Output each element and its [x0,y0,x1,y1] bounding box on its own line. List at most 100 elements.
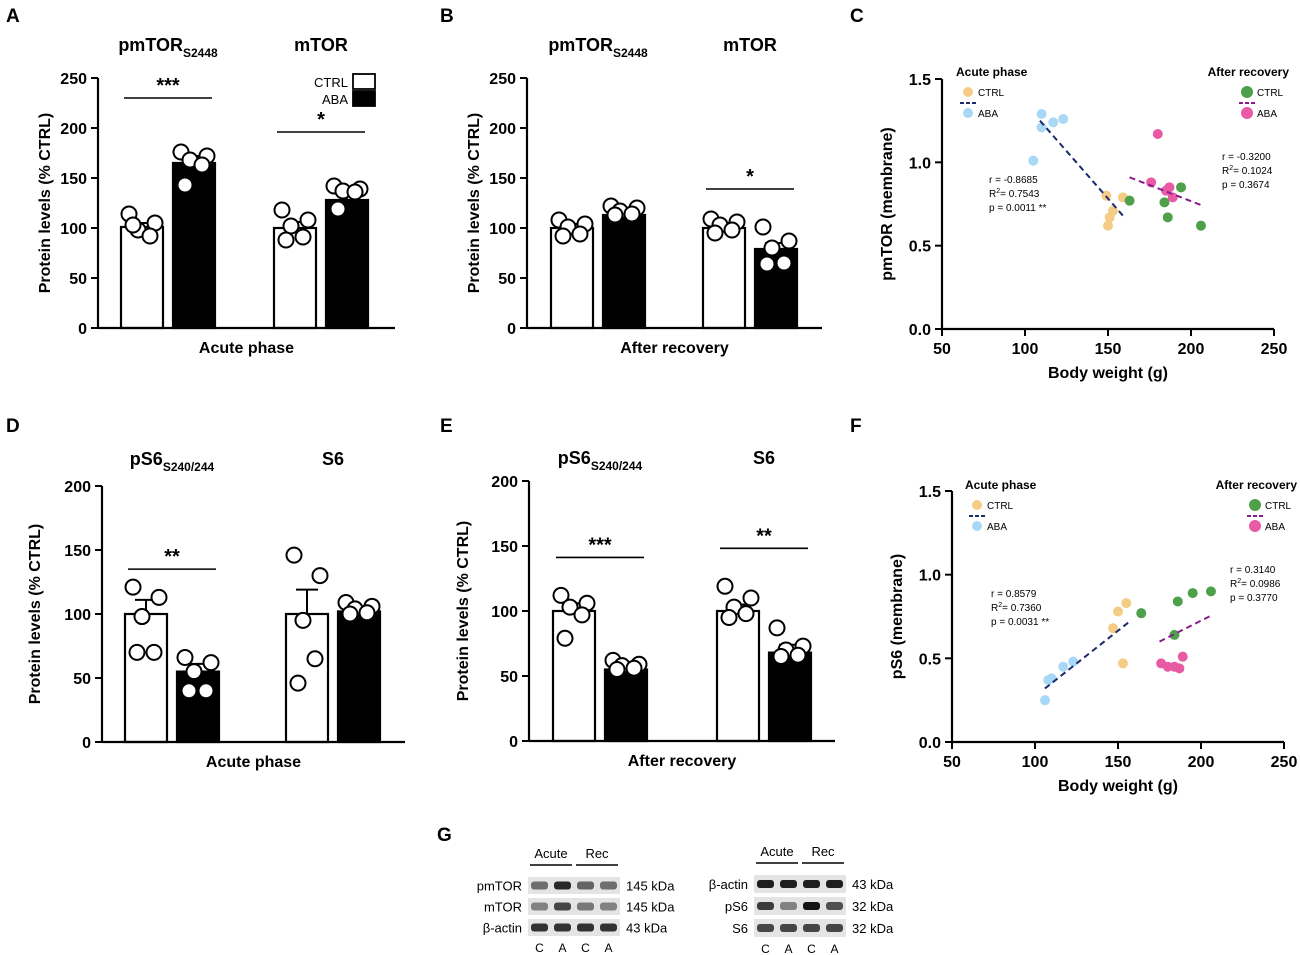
legend-label-ctrl: CTRL [1257,88,1284,99]
group-title-main: mTOR [294,35,348,55]
data-point-ctrl-acute [1103,220,1113,231]
y-axis-label: Protein levels (% CTRL) [455,521,472,701]
y-tick-label: 200 [491,474,518,491]
bar-ctrl [551,609,597,743]
data-point-aba [606,206,624,224]
data-point-ctrl [552,586,570,604]
stat-r2-exp: 2 [996,188,1000,195]
stat-r: r = 0.3140 [1230,565,1276,576]
data-point-ctrl-recovery [1172,596,1183,607]
data-point-ctrl-recovery [1195,220,1206,231]
y-tick-label: 200 [60,121,87,138]
blot-membrane [528,919,620,936]
panel-letter-d: D [6,416,20,437]
y-tick-label: 50 [500,669,518,686]
stat-r2: R2= 0.7543 [989,188,1040,200]
data-point-ctrl [306,650,324,668]
significance-marker: ** [164,546,180,568]
data-point-ctrl-recovery [1187,588,1198,599]
data-point-aba [758,255,776,273]
blot-kda-label: 32 kDa [852,899,894,914]
legend-dot-aba-acute [972,521,982,531]
stat-p: p = 0.3674 [1222,180,1270,191]
data-point-ctrl [150,588,168,606]
y-tick-label: 0.5 [919,651,941,668]
data-point-ctrl-recovery [1159,197,1170,208]
stat-r2-prefix: R [989,189,996,200]
data-point-aba [346,183,364,201]
x-tick-label: 200 [1178,341,1205,358]
data-point-aba [608,661,626,678]
bar-legend: CTRL ABA [314,73,376,107]
panel-letter-c: C [850,6,864,27]
regression-line-recovery [1129,176,1203,207]
y-tick-label: 0 [78,321,87,338]
data-point-aba-acute [1036,109,1047,119]
x-axis-label: Acute phase [199,340,294,357]
group-title-sub: S2448 [613,46,648,60]
scatter-chart-f: 0.0 0.5 1.0 1.5 50 100 150 200 250 Body weight (g… [889,478,1297,795]
data-point-aba [780,232,798,250]
data-point-ctrl-acute [1117,658,1128,669]
blot-band [554,923,571,932]
blot-kda-label: 145 kDa [626,900,675,915]
bar-aba [601,213,647,330]
regression-line-recovery [1159,613,1214,643]
blot-group-label: Acute [534,846,567,861]
data-point-aba [772,648,790,665]
blot-group-label: Rec [585,846,609,861]
blot-band [531,923,548,932]
panel-letter-e: E [440,416,453,437]
data-point-aba [789,646,807,664]
blot-band [577,881,594,890]
data-point-ctrl [716,577,734,595]
bar-chart-b: 0 50 100 150 200 250 Protein levels (% CTRL) pm… [466,35,822,357]
legend-title-acute: Acute phase [965,478,1037,492]
data-point-aba-recovery [1167,192,1178,203]
blot-band [554,902,571,911]
y-tick-label: 0 [507,321,516,338]
legend-dot-aba-recovery [1249,520,1261,532]
legend-label-ctrl: CTRL [1265,501,1292,512]
blot-band [600,881,617,890]
blot-band [531,902,548,911]
y-tick-label: 100 [491,604,518,621]
data-point-aba [763,239,781,257]
blot-membrane [754,897,846,915]
blot-band [780,902,797,910]
data-point-ctrl [141,227,159,245]
data-point-aba-acute [1039,695,1050,706]
y-tick-label: 50 [69,271,87,288]
data-point-ctrl [294,228,312,246]
data-point-aba [625,659,643,677]
bar-chart-a: 0 50 100 150 200 250 Protein levels (% CTRL) pm… [37,35,395,357]
stat-p: p = 0.0031 ** [991,617,1049,628]
stat-r2-value: = 0.7543 [1000,189,1040,200]
group-title-main: pS6 [558,448,591,468]
data-point-ctrl [737,605,755,623]
legend-dot-ctrl-acute [972,500,982,510]
legend-label-aba: ABA [322,92,348,107]
stat-r2-exp: 2 [998,602,1002,609]
group-title-sub: S2448 [183,46,218,60]
y-tick-label: 1.5 [919,484,941,501]
blot-row-label: S6 [732,921,748,936]
legend-dot-ctrl-recovery [1249,499,1261,511]
blot-band [803,880,820,888]
significance-marker: *** [588,534,612,556]
data-point-ctrl [282,217,300,235]
x-tick-label: 200 [1188,754,1215,771]
panel-letter-f: F [850,416,862,437]
blot-kda-label: 43 kDa [626,921,668,936]
bar-aba [175,670,221,744]
data-point-aba [180,682,198,700]
x-tick-label: 150 [1105,754,1132,771]
blot-group-label: Rec [811,844,835,859]
data-point-aba [176,176,194,194]
legend-label-aba: ABA [978,109,998,120]
x-axis-label: Acute phase [206,754,301,771]
y-axis-label: pmTOR (membrane) [879,127,896,281]
blot-band [600,923,617,932]
data-point-aba-recovery [1164,182,1175,193]
